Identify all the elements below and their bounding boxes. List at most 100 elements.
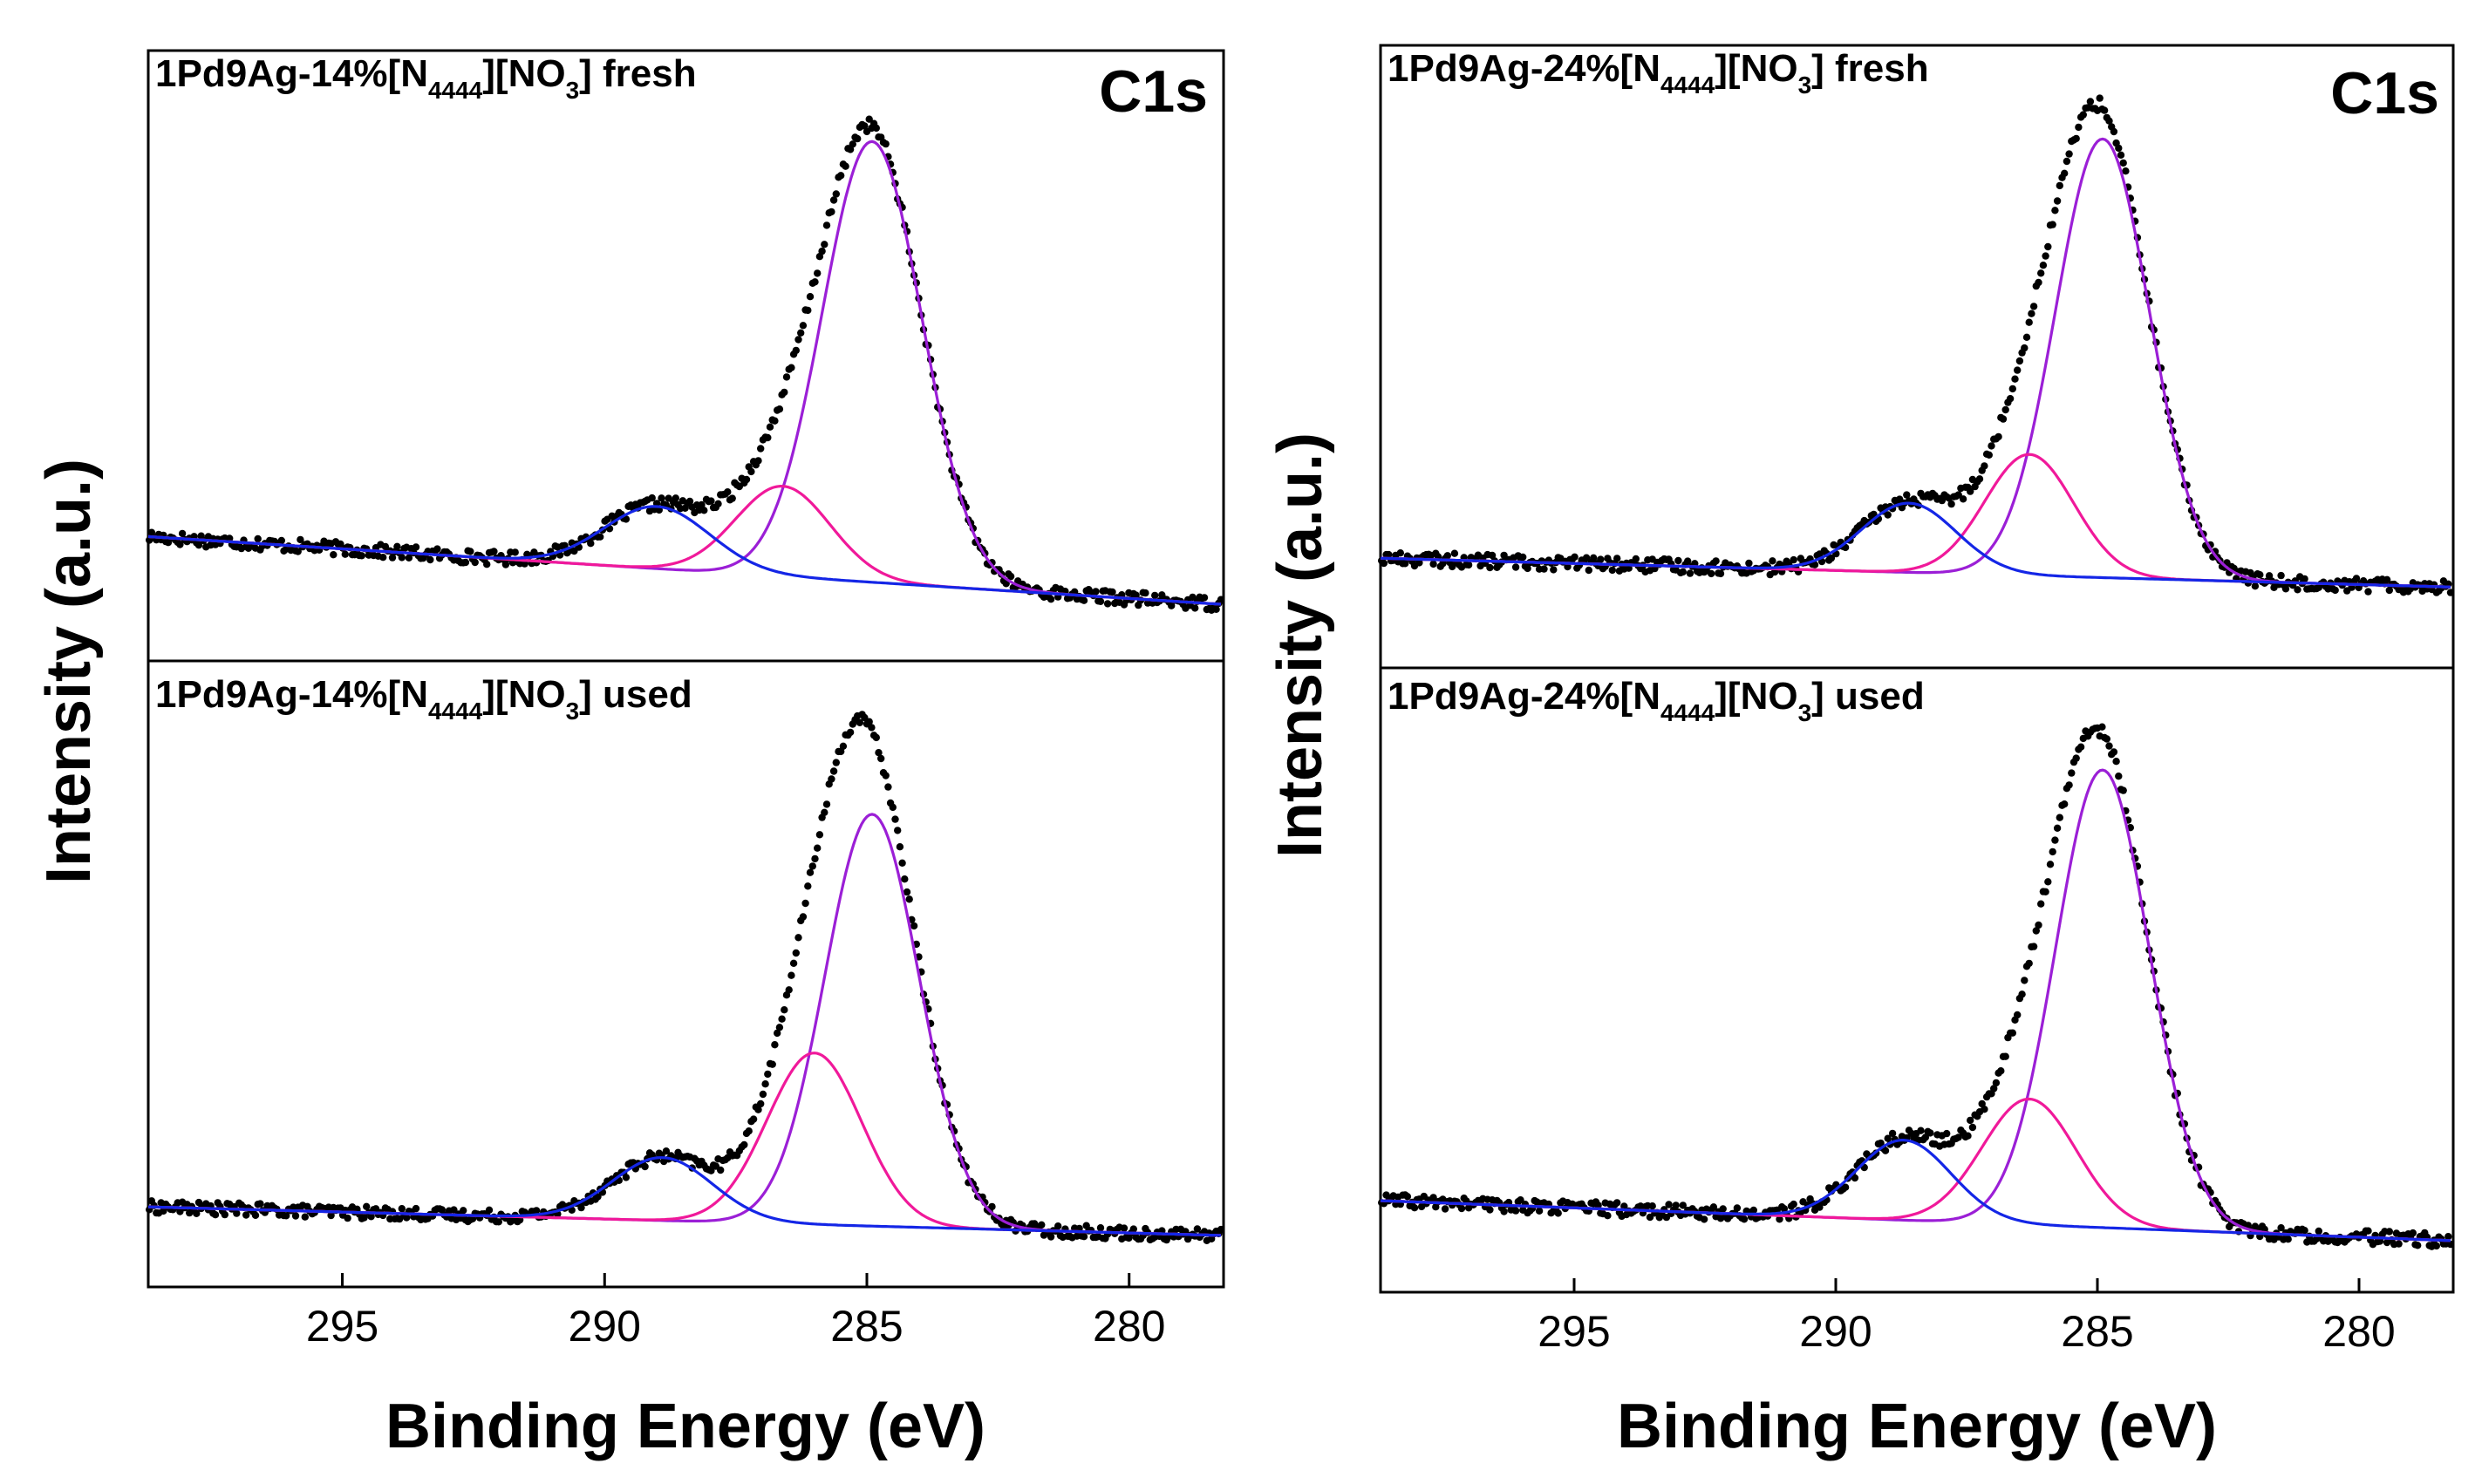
data-point <box>2119 786 2127 794</box>
data-point <box>1620 1202 1628 1210</box>
data-point <box>832 190 840 198</box>
data-point <box>2414 1242 2422 1249</box>
data-point <box>1151 591 1159 600</box>
data-point <box>412 543 420 551</box>
sample-label: 1Pd9Ag-14%[N4444][NO3] fresh <box>155 52 697 104</box>
x-axis-right: 295 290 285 280 <box>1538 1278 2396 1356</box>
sample-label: 1Pd9Ag-24%[N4444][NO3] fresh <box>1388 47 1929 99</box>
data-point <box>2277 1224 2285 1232</box>
data-point <box>1189 593 1197 602</box>
data-point <box>768 1060 776 1068</box>
data-point <box>2110 127 2118 136</box>
data-point <box>2029 303 2038 310</box>
plot-area <box>1378 723 2455 1250</box>
data-point <box>2025 318 2033 326</box>
sample-label: 1Pd9Ag-14%[N4444][NO3] used <box>155 673 692 725</box>
data-point <box>2049 848 2056 856</box>
data-point <box>1488 551 1497 560</box>
data-point <box>2251 582 2260 590</box>
data-point <box>1985 451 1993 459</box>
data-point <box>1745 559 1753 568</box>
data-point <box>641 1162 649 1171</box>
data-point <box>1096 597 1105 605</box>
data-point <box>1080 1233 1088 1241</box>
data-point <box>2044 878 2052 886</box>
data-point <box>426 555 434 564</box>
data-point <box>2103 735 2110 743</box>
data-point <box>2042 888 2049 895</box>
x-tick-label: 280 <box>1093 1302 1165 1351</box>
data-point <box>1550 566 1558 574</box>
data-point <box>1380 559 1388 568</box>
data-point <box>471 558 479 567</box>
data-point <box>2432 1242 2440 1250</box>
data-point <box>1590 554 1598 562</box>
x-axis-title-left: Binding Energy (eV) <box>385 1392 985 1461</box>
data-point <box>1193 1225 1202 1233</box>
sample-label: 1Pd9Ag-24%[N4444][NO3] used <box>1388 675 1925 726</box>
data-point <box>577 1203 585 1212</box>
data-point <box>194 541 203 549</box>
data-point <box>794 934 802 942</box>
data-point <box>1564 562 1572 571</box>
data-point <box>461 558 470 567</box>
data-point <box>393 542 401 550</box>
data-point <box>2049 221 2056 228</box>
data-point <box>2096 94 2104 102</box>
data-point <box>1217 596 1225 603</box>
data-point <box>1571 553 1579 561</box>
data-point <box>433 545 441 553</box>
data-point <box>1648 1202 1656 1210</box>
data-point <box>1994 432 2002 441</box>
panel-left-bottom: 1Pd9Ag-14%[N4444][NO3] used <box>146 659 1225 1289</box>
data-point <box>2079 111 2087 119</box>
x-tick-label: 295 <box>306 1302 378 1351</box>
data-point <box>1385 550 1393 559</box>
data-point <box>901 875 909 883</box>
data-point <box>178 529 187 538</box>
data-point <box>388 554 397 562</box>
data-point <box>2061 169 2069 177</box>
plot-area <box>146 115 1225 614</box>
plot-area <box>1378 94 2455 596</box>
data-point <box>707 497 715 505</box>
data-point <box>1990 1085 1998 1093</box>
fit-peak-c-c <box>147 140 1222 606</box>
data-point <box>283 1212 290 1220</box>
data-point <box>2065 781 2073 789</box>
data-point <box>254 534 262 543</box>
data-point <box>749 1115 758 1123</box>
data-point <box>829 196 838 204</box>
data-point <box>1716 569 1725 578</box>
panel-frame <box>1379 666 2455 1294</box>
data-point <box>1769 557 1776 565</box>
data-point <box>714 500 722 507</box>
data-point <box>294 548 302 555</box>
data-point <box>1524 564 1531 573</box>
data-point <box>233 1209 241 1217</box>
data-point <box>1684 557 1692 565</box>
data-point <box>1851 1174 1859 1182</box>
data-point <box>1500 1208 1508 1215</box>
data-point <box>1665 1201 1673 1208</box>
fit-peak-c-o <box>147 505 1222 606</box>
data-point <box>781 1006 788 1014</box>
data-point <box>775 405 784 413</box>
data-point <box>778 1015 786 1023</box>
data-point <box>1217 1225 1225 1234</box>
data-point <box>775 1024 784 1031</box>
data-point <box>2444 1233 2452 1241</box>
data-point <box>2098 723 2106 731</box>
data-point <box>832 759 840 766</box>
data-point <box>891 815 899 823</box>
data-point <box>806 293 815 301</box>
data-point <box>884 783 892 791</box>
data-point <box>587 540 595 548</box>
data-point <box>764 433 772 442</box>
data-point <box>511 548 519 556</box>
data-point <box>1441 1205 1449 1213</box>
data-point <box>2072 134 2080 143</box>
right-column: Intensity (a.u.) 1Pd9Ag-24%[N4444][NO3] … <box>1265 44 2455 1461</box>
data-point <box>1708 569 1715 578</box>
data-point <box>799 322 808 330</box>
